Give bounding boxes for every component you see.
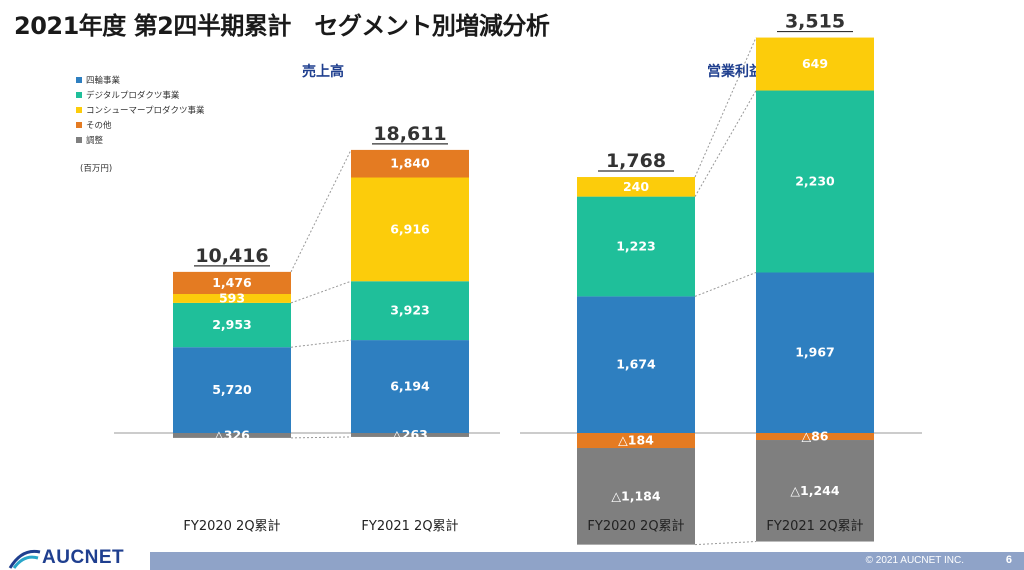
data-label: △263 — [392, 427, 428, 442]
data-label: 1,476 — [212, 275, 252, 290]
bar-segment — [351, 433, 469, 437]
category-label: FY2021 2Q累計 — [361, 518, 458, 534]
total-label: 18,611 — [373, 123, 446, 145]
bar-segment — [173, 347, 291, 433]
connector-line — [290, 339, 352, 348]
bar-segment — [577, 177, 695, 197]
bar-segment — [577, 296, 695, 433]
legend-label: デジタルプロダクツ事業 — [86, 90, 180, 101]
connector-line — [290, 280, 352, 304]
data-label: △326 — [214, 427, 250, 442]
legend-label: 調整 — [86, 135, 104, 146]
bar-segment — [756, 37, 874, 91]
data-label: 2,953 — [212, 317, 252, 332]
bar-segment — [173, 294, 291, 303]
page-title: 2021年度 第2四半期累計 セグメント別増減分析 — [14, 12, 550, 40]
data-label: △1,244 — [790, 483, 839, 498]
connector-line — [694, 272, 757, 297]
data-label: △86 — [801, 429, 828, 444]
data-label: 1,674 — [616, 357, 656, 372]
total-label: 3,515 — [785, 11, 845, 33]
legend-swatch — [76, 106, 82, 113]
legend-item-digital: デジタルプロダクツ事業 — [76, 87, 205, 102]
copyright: © 2021 AUCNET INC. — [865, 555, 964, 566]
bar-segment — [756, 272, 874, 433]
category-label: FY2021 2Q累計 — [766, 518, 863, 534]
logo-mark-icon — [8, 549, 41, 569]
bar-segment — [756, 433, 874, 441]
data-label: 5,720 — [212, 382, 252, 397]
bar-segment — [351, 281, 469, 341]
data-label: △1,184 — [611, 488, 660, 503]
legend: 四輪事業 デジタルプロダクツ事業 コンシューマープロダクツ事業 その他 調整 — [76, 72, 205, 147]
bar-segment — [351, 149, 469, 178]
connector-line — [694, 541, 757, 546]
bar-segment — [173, 271, 291, 295]
bar-segment — [173, 302, 291, 348]
aucnet-logo: AUCNET — [8, 546, 124, 570]
logo-text: AUCNET — [42, 547, 125, 568]
data-label: 593 — [219, 290, 245, 305]
chart-title: 売上高 — [302, 63, 344, 80]
legend-swatch — [76, 91, 82, 98]
footer-bar — [150, 552, 1024, 570]
connector-line — [694, 90, 757, 197]
legend-swatch — [76, 121, 82, 128]
legend-item-consumer: コンシューマープロダクツ事業 — [76, 102, 205, 117]
data-label: 1,840 — [390, 156, 430, 171]
legend-item-adjustment: 調整 — [76, 132, 205, 147]
bar-segment — [577, 448, 695, 545]
chart-title: 営業利益 — [707, 63, 763, 80]
bar-segment — [756, 90, 874, 273]
category-label: FY2020 2Q累計 — [587, 518, 684, 534]
unit-label: (百万円) — [80, 164, 113, 174]
bar-segment — [351, 340, 469, 433]
bar-segment — [577, 433, 695, 449]
data-label: 6,916 — [390, 221, 430, 236]
legend-label: コンシューマープロダクツ事業 — [86, 105, 205, 116]
bar-segment — [756, 440, 874, 542]
legend-label: 四輪事業 — [86, 75, 121, 86]
data-label: 240 — [623, 179, 649, 194]
data-label: 1,223 — [616, 239, 656, 254]
total-label: 10,416 — [195, 245, 268, 267]
connector-line — [290, 149, 352, 273]
data-label: 2,230 — [795, 174, 835, 189]
data-label: 1,967 — [795, 345, 835, 360]
connector-line — [290, 436, 352, 439]
data-label: 6,194 — [390, 379, 430, 394]
category-label: FY2020 2Q累計 — [183, 518, 280, 534]
legend-item-other: その他 — [76, 117, 205, 132]
bar-segment — [351, 177, 469, 282]
total-label: 1,768 — [606, 150, 666, 172]
page-number: 6 — [1005, 554, 1012, 566]
bar-segment — [577, 196, 695, 297]
data-label: △184 — [618, 433, 654, 448]
legend-swatch — [76, 136, 82, 143]
data-label: 649 — [802, 56, 828, 71]
bar-segment — [173, 433, 291, 438]
data-label: 3,923 — [390, 303, 430, 318]
legend-label: その他 — [86, 120, 112, 131]
legend-swatch — [76, 76, 82, 83]
connector-line — [694, 37, 757, 178]
legend-item-automobile: 四輪事業 — [76, 72, 205, 87]
